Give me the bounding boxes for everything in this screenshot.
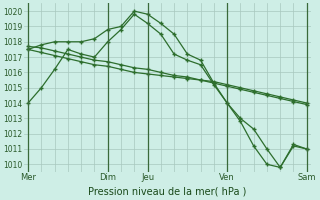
X-axis label: Pression niveau de la mer( hPa ): Pression niveau de la mer( hPa ) [88, 187, 247, 197]
